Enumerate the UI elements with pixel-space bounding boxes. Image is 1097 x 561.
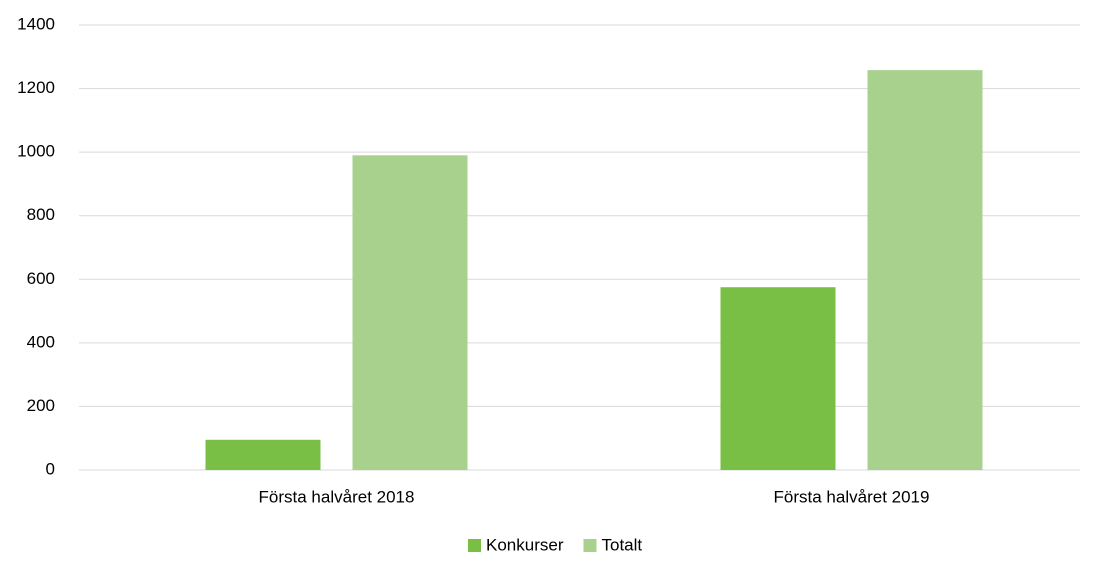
- y-tick-label: 800: [27, 205, 55, 224]
- bar: [352, 155, 468, 471]
- y-tick-label: 1400: [17, 14, 55, 33]
- legend-swatch: [468, 539, 481, 552]
- bar: [867, 70, 983, 470]
- y-tick-label: 1200: [17, 78, 55, 97]
- y-tick-label: 0: [46, 459, 55, 478]
- bar: [205, 439, 321, 470]
- legend-swatch: [583, 539, 597, 552]
- y-tick-label: 600: [27, 269, 55, 288]
- x-tick-label: Första halvåret 2019: [774, 487, 930, 506]
- legend-label: Totalt: [601, 535, 642, 554]
- legend-label: Konkurser: [486, 535, 564, 554]
- y-tick-label: 200: [27, 396, 55, 415]
- y-tick-label: 400: [27, 332, 55, 351]
- x-tick-label: Första halvåret 2018: [259, 487, 415, 506]
- bar: [720, 287, 836, 470]
- y-tick-label: 1000: [17, 142, 55, 161]
